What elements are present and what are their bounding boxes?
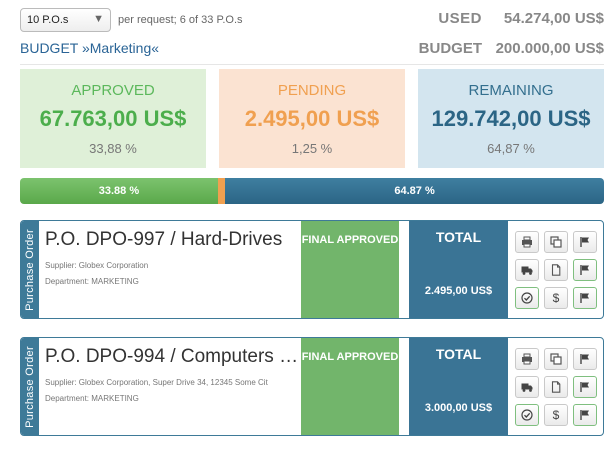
print-icon [522,353,532,365]
po-count-select[interactable]: 10 P.O.s ▼ [20,8,111,32]
check-icon [521,292,533,304]
truck-icon [521,383,533,392]
shipping-button[interactable] [515,259,539,281]
progress-approved-text: 33.88 % [98,185,140,197]
copy-icon [550,236,562,248]
budget-title-link[interactable]: BUDGET »Marketing« [20,40,160,56]
budget-progress-bar: 33.88 % 64.87 % [20,178,604,204]
po-total-label: TOTAL [435,346,482,362]
remaining-stat-box: REMAINING 129.742,00 US$ 64,87 % [418,69,604,168]
po-department: Department: MARKETING [45,394,139,403]
copy-button[interactable] [544,348,568,370]
print-icon [522,236,532,248]
truck-icon [521,266,533,275]
flag-icon [580,265,589,275]
remaining-label: REMAINING [468,82,554,99]
po-status-badge: FINAL APPROVED [301,221,399,318]
flag-icon [580,237,589,247]
header-divider [20,64,604,65]
purchase-order-side-label: Purchase Order [24,228,36,311]
flag-button[interactable] [573,287,597,309]
approved-percent: 33,88 % [89,141,137,156]
payment-button[interactable]: $ [544,287,568,309]
document-button[interactable] [544,376,568,398]
budget-value: 200.000,00 US$ [495,40,604,57]
payment-button[interactable]: $ [544,404,568,426]
po-total-value: 3.000,00 US$ [424,402,493,414]
approved-stat-box: APPROVED 67.763,00 US$ 33,88 % [20,69,206,168]
purchase-order-card[interactable]: Purchase Order P.O. DPO-997 / Hard-Drive… [20,220,604,319]
flag-button[interactable] [573,259,597,281]
flag-icon [580,354,589,364]
flag-button[interactable] [573,376,597,398]
remaining-value: 129.742,00 US$ [431,106,591,131]
pending-value: 2.495,00 US$ [244,106,380,131]
budget-row: BUDGET »Marketing« BUDGET 200.000,00 US$ [20,38,604,60]
po-department: Department: MARKETING [45,277,139,286]
approved-label: APPROVED [71,82,155,99]
po-title[interactable]: P.O. DPO-994 / Computers and La... [45,346,301,367]
po-supplier: Supplier: Globex Corporation, Super Driv… [45,378,268,387]
per-request-text: per request; 6 of 33 P.O.s [118,14,243,26]
po-status-badge: FINAL APPROVED [301,338,399,435]
shipping-button[interactable] [515,376,539,398]
flag-icon [580,382,589,392]
print-button[interactable] [515,231,539,253]
check-icon [521,409,533,421]
used-value: 54.274,00 US$ [503,10,604,27]
flag-button[interactable] [573,404,597,426]
remaining-percent: 64,87 % [487,141,535,156]
po-total-box: TOTAL 3.000,00 US$ [409,338,508,435]
po-total-value: 2.495,00 US$ [424,285,493,297]
document-button[interactable] [544,259,568,281]
budget-label: BUDGET [418,40,482,57]
dollar-icon: $ [552,408,560,422]
flag-button[interactable] [573,231,597,253]
po-total-box: TOTAL 2.495,00 US$ [409,221,508,318]
pending-label: PENDING [277,82,347,99]
approved-value: 67.763,00 US$ [39,106,187,131]
progress-segment-pending [217,178,226,204]
pending-stat-box: PENDING 2.495,00 US$ 1,25 % [219,69,405,168]
used-label: USED [438,10,482,27]
document-icon [551,264,561,276]
progress-remaining-text: 64.87 % [394,185,435,197]
chevron-down-icon: ▼ [93,13,104,25]
progress-segment-approved: 33.88 % [20,178,218,204]
progress-segment-remaining: 64.87 % [225,178,604,204]
approve-button[interactable] [515,287,539,309]
po-supplier: Supplier: Globex Corporation [45,261,149,270]
po-total-label: TOTAL [435,229,482,245]
purchase-order-side-label: Purchase Order [24,345,36,428]
copy-icon [550,353,562,365]
purchase-order-side-tab: Purchase Order [21,221,39,318]
po-title[interactable]: P.O. DPO-997 / Hard-Drives [45,229,283,250]
header-top-row: 10 P.O.s ▼ per request; 6 of 33 P.O.s US… [20,8,604,32]
dollar-icon: $ [552,291,560,305]
purchase-order-side-tab: Purchase Order [21,338,39,435]
flag-icon [580,410,589,420]
flag-icon [580,293,589,303]
copy-button[interactable] [544,231,568,253]
approve-button[interactable] [515,404,539,426]
document-icon [551,381,561,393]
purchase-order-card[interactable]: Purchase Order P.O. DPO-994 / Computers … [20,337,604,436]
pending-percent: 1,25 % [291,141,333,156]
print-button[interactable] [515,348,539,370]
flag-button[interactable] [573,348,597,370]
po-count-select-value: 10 P.O.s [27,14,69,26]
